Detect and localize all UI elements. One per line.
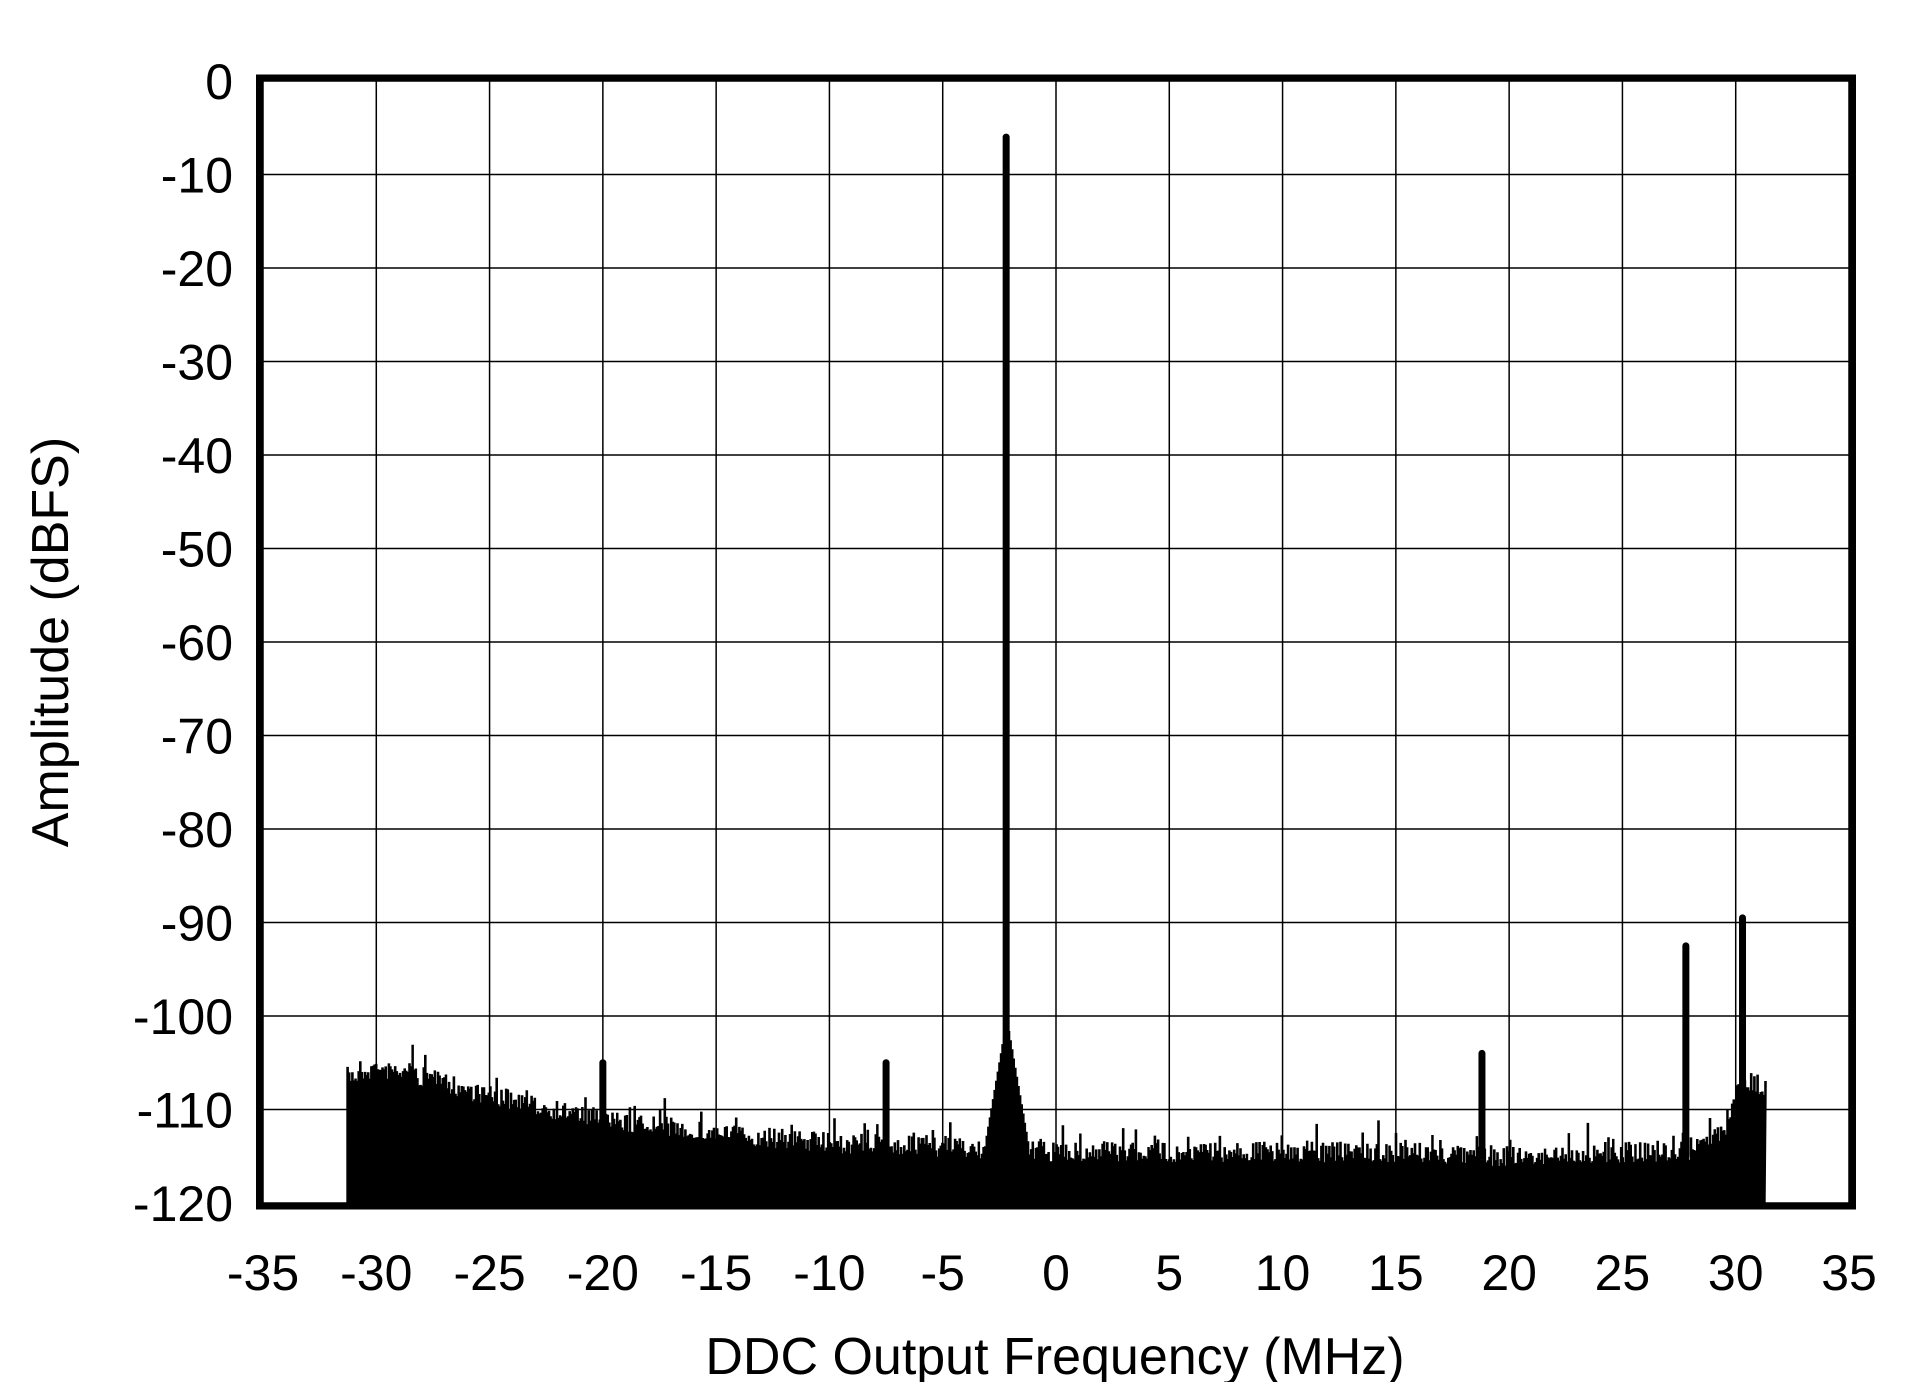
y-tick-label: -90: [161, 896, 233, 952]
y-tick-label: -80: [161, 802, 233, 858]
x-tick-label: -25: [453, 1245, 525, 1301]
y-tick-label: -120: [133, 1176, 233, 1232]
x-tick-label: 20: [1481, 1245, 1537, 1301]
spur-lines: [599, 133, 1747, 1160]
y-tick-labels: 0 -10 -20 -30 -40 -50 -60 -70 -80 -90 -100 -110 -120: [133, 54, 233, 1232]
x-tick-label: -20: [567, 1245, 639, 1301]
y-tick-label: -60: [161, 615, 233, 671]
x-tick-label: 35: [1821, 1245, 1877, 1301]
x-axis-label: DDC Output Frequency (MHz): [705, 1328, 1404, 1382]
grid: [262, 80, 1850, 1204]
y-tick-label: -40: [161, 428, 233, 484]
x-tick-label: 0: [1042, 1245, 1070, 1301]
plot-frame: [256, 74, 1856, 1210]
x-tick-label: 10: [1255, 1245, 1311, 1301]
x-tick-label: -35: [227, 1245, 299, 1301]
x-tick-label: -10: [793, 1245, 865, 1301]
x-tick-label: -5: [920, 1245, 964, 1301]
noise-floor-trace: [346, 1021, 1767, 1204]
x-tick-label: 25: [1595, 1245, 1651, 1301]
y-tick-label: -50: [161, 522, 233, 578]
x-tick-label: 5: [1155, 1245, 1183, 1301]
y-tick-label: -70: [161, 709, 233, 765]
x-tick-label: -30: [340, 1245, 412, 1301]
y-tick-label: -100: [133, 989, 233, 1045]
x-tick-label: 30: [1708, 1245, 1764, 1301]
x-tick-label: -15: [680, 1245, 752, 1301]
y-tick-label: -20: [161, 241, 233, 297]
y-tick-label: -10: [161, 148, 233, 204]
x-tick-label: 15: [1368, 1245, 1424, 1301]
y-tick-label: -110: [137, 1083, 233, 1139]
y-axis-label: Amplitude (dBFS): [22, 437, 80, 847]
y-tick-label: -30: [161, 335, 233, 391]
y-tick-label: 0: [205, 54, 233, 110]
x-tick-labels: -35 -30 -25 -20 -15 -10 -5 0 5 10 15 20 25 30 35: [227, 1245, 1877, 1301]
